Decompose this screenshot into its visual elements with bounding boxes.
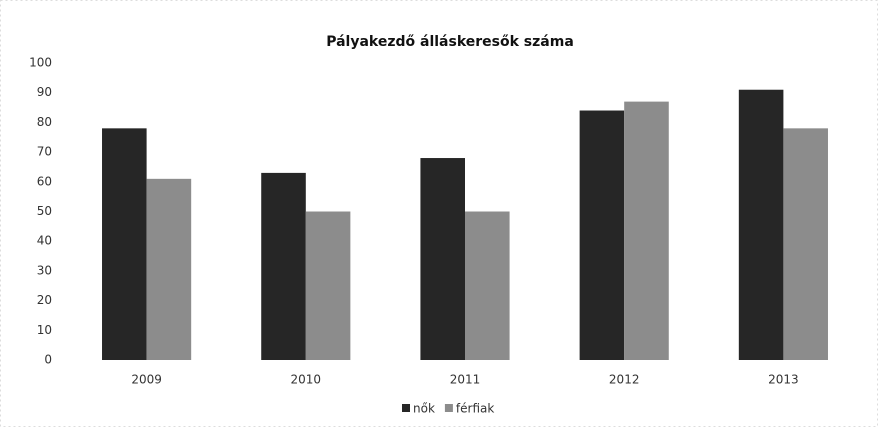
y-tick-label: 100 xyxy=(29,56,52,70)
y-tick-label: 70 xyxy=(37,145,52,159)
legend-label: nők xyxy=(413,402,435,416)
bar xyxy=(465,211,510,360)
bar xyxy=(261,172,306,360)
x-tick-label: 2010 xyxy=(291,373,322,387)
bar xyxy=(783,128,828,360)
legend-swatch xyxy=(402,404,410,412)
y-tick-label: 20 xyxy=(37,293,52,307)
y-tick-label: 30 xyxy=(37,263,52,277)
x-tick-label: 2012 xyxy=(609,373,640,387)
y-tick-label: 90 xyxy=(37,85,52,99)
x-tick-label: 2011 xyxy=(450,373,481,387)
x-tick-label: 2009 xyxy=(131,373,162,387)
bar xyxy=(420,158,465,360)
bar xyxy=(624,101,669,361)
bar xyxy=(305,211,351,360)
bar xyxy=(102,128,147,360)
x-tick-label: 2013 xyxy=(768,373,799,387)
bar xyxy=(579,110,625,361)
y-tick-label: 40 xyxy=(37,234,52,248)
bar xyxy=(146,178,192,360)
legend-label: férfiak xyxy=(456,402,494,416)
legend-swatch xyxy=(444,404,453,412)
y-tick-label: 0 xyxy=(44,353,52,367)
y-tick-label: 80 xyxy=(37,115,52,129)
y-tick-label: 10 xyxy=(37,323,52,337)
y-tick-label: 60 xyxy=(37,174,52,188)
chart-title: Pályakezdő álláskeresők száma xyxy=(326,34,574,50)
y-tick-label: 50 xyxy=(37,204,52,218)
bar xyxy=(738,89,784,360)
